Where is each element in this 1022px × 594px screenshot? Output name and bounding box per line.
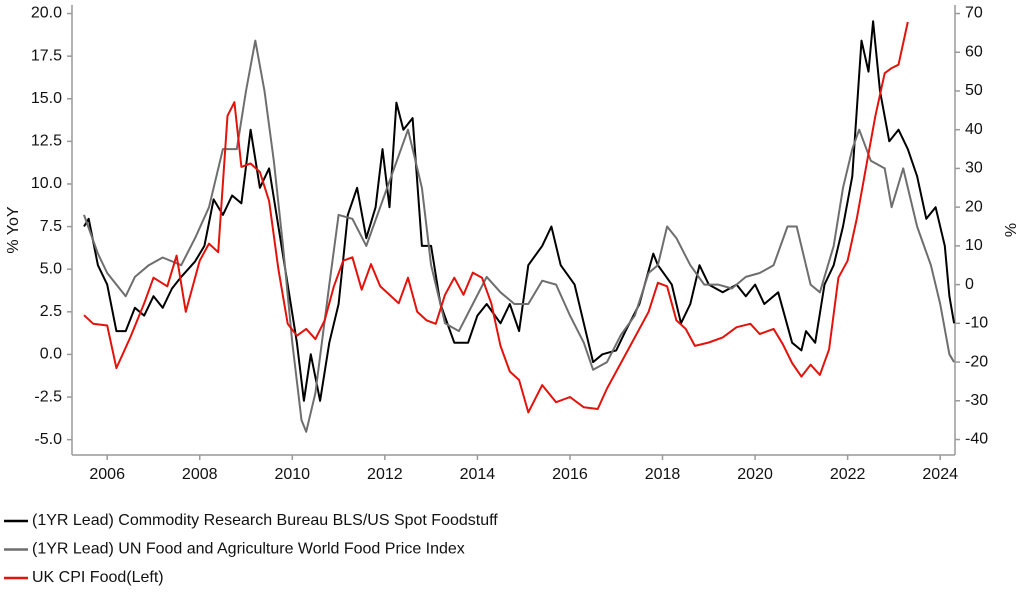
y2-tick-label: 70	[965, 5, 983, 22]
y-tick-label: 7.5	[40, 218, 62, 235]
y2-tick-label: 30	[965, 160, 983, 177]
y-axis-label: % YoY	[5, 206, 22, 253]
y2-tick-label: 0	[965, 276, 974, 293]
y-tick-label: 20.0	[31, 5, 62, 22]
y-tick-label: 15.0	[31, 90, 62, 107]
series-line	[83, 39, 955, 433]
legend-label: (1YR Lead) UN Food and Agriculture World…	[32, 541, 465, 558]
y2-tick-label: -30	[965, 392, 988, 409]
y-tick-label: 12.5	[31, 133, 62, 150]
y2-tick-label: 50	[965, 82, 983, 99]
y-tick-label: 10.0	[31, 175, 62, 192]
y2-tick-label: 40	[965, 121, 983, 138]
y-tick-label: 0.0	[40, 346, 62, 363]
y2-tick-label: -20	[965, 353, 988, 370]
x-tick-label: 2008	[182, 466, 218, 483]
y2-tick-label: 20	[965, 198, 983, 215]
x-tick-label: 2022	[830, 466, 866, 483]
x-tick-label: 2012	[367, 466, 403, 483]
x-tick-label: 2014	[460, 466, 496, 483]
y-tick-label: 2.5	[40, 303, 62, 320]
y-tick-label: 5.0	[40, 260, 62, 277]
series-line	[83, 21, 909, 414]
y2-axis-label: %	[1003, 223, 1020, 237]
x-tick-label: 2020	[737, 466, 773, 483]
x-tick-label: 2006	[89, 466, 125, 483]
y2-tick-label: -40	[965, 431, 988, 448]
y2-tick-label: 10	[965, 237, 983, 254]
y2-tick-label: 60	[965, 43, 983, 60]
legend-label: UK CPI Food(Left)	[32, 569, 164, 586]
y-tick-label: -5.0	[34, 431, 62, 448]
y2-tick-label: -10	[965, 315, 988, 332]
y-tick-label: 17.5	[31, 47, 62, 64]
x-tick-label: 2010	[274, 466, 310, 483]
legend-label: (1YR Lead) Commodity Research Bureau BLS…	[32, 512, 498, 529]
series-line	[83, 20, 956, 402]
x-tick-label: 2024	[922, 466, 958, 483]
x-tick-label: 2018	[645, 466, 681, 483]
x-tick-label: 2016	[552, 466, 588, 483]
y-tick-label: -2.5	[34, 388, 62, 405]
